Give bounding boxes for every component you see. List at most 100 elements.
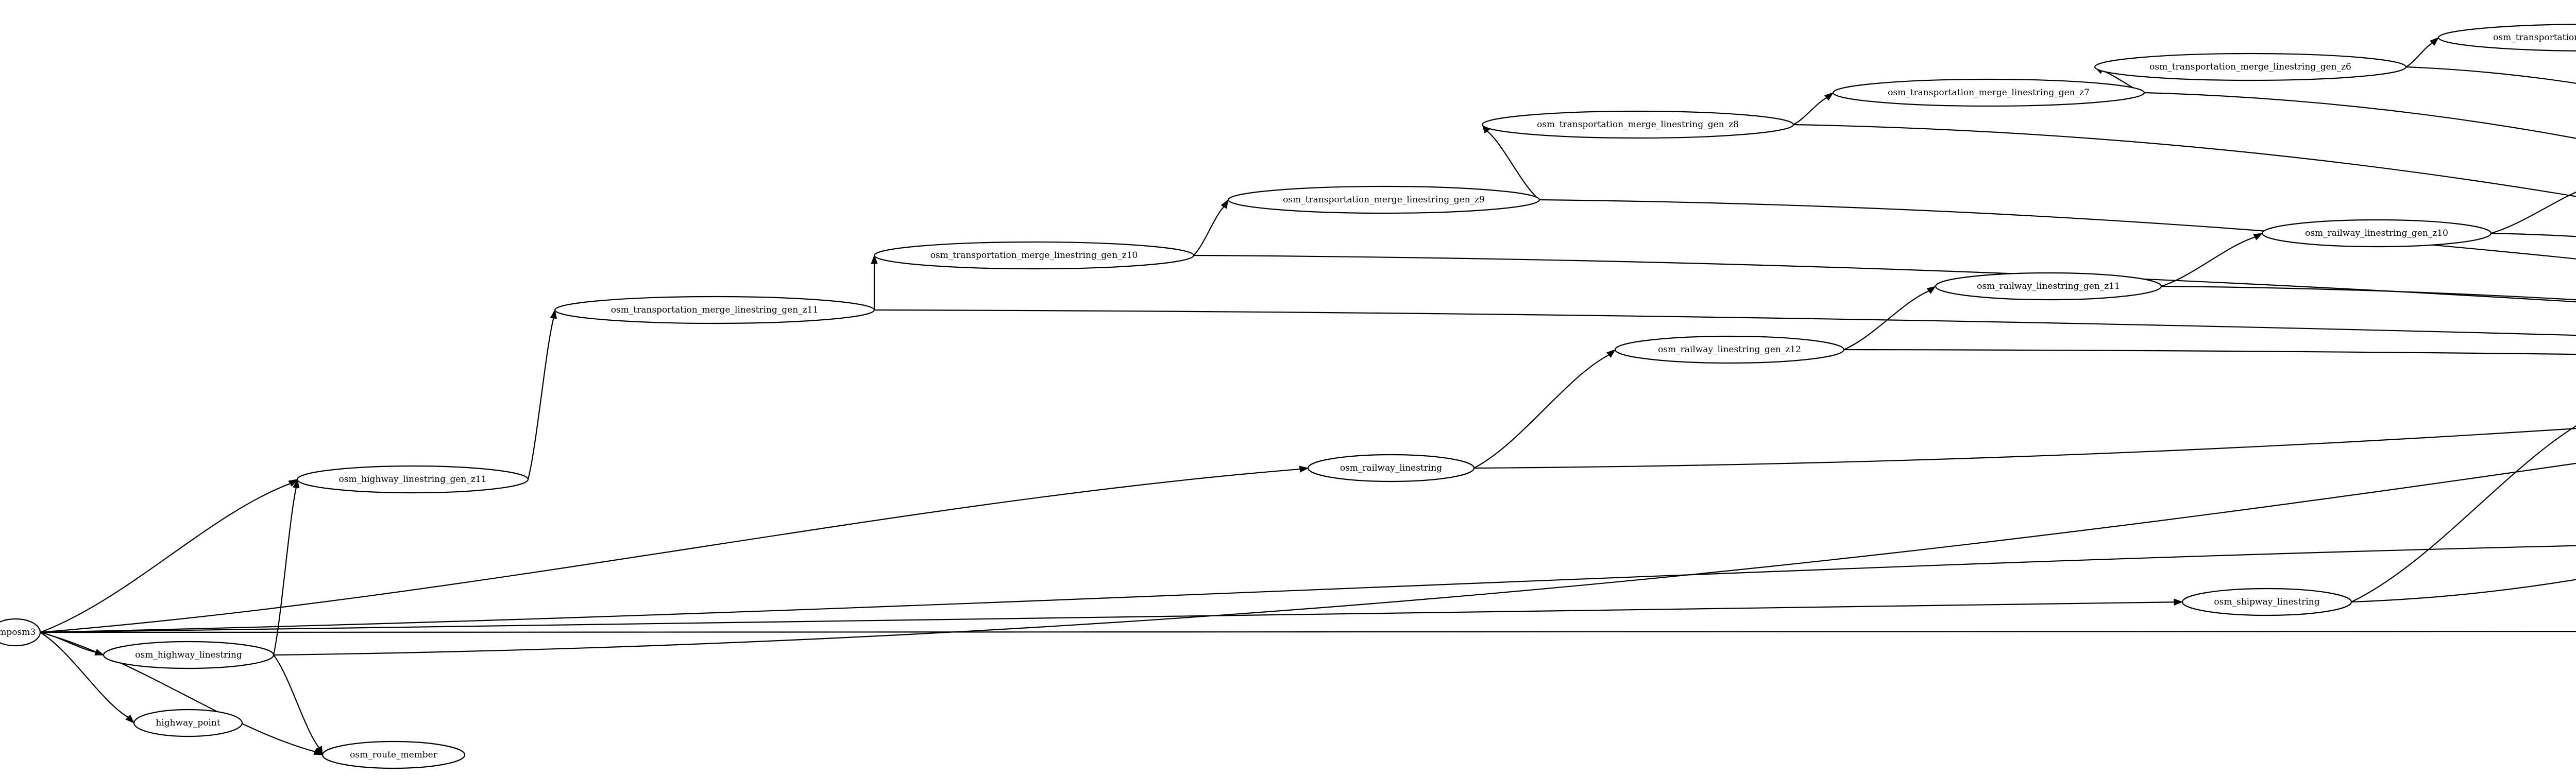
node-label: osm_highway_linestring [135, 650, 242, 660]
arrow-head [2174, 598, 2183, 606]
edge-osm_railway_linestring_gen_z12-to-layer_transportation_z12 [1843, 349, 2576, 355]
node-label: osm_railway_linestring_gen_z10 [2305, 228, 2448, 238]
node-label: highway_point [156, 718, 221, 728]
node-ellipse [2094, 53, 2407, 81]
node-label: osm_railway_linestring_gen_z11 [1977, 281, 2120, 291]
arrow-head [288, 479, 298, 487]
arrow-head [1221, 199, 1229, 209]
node-ellipse [1481, 110, 1794, 139]
node-osm_railway_linestring_gen_z12[interactable]: osm_railway_linestring_gen_z12 [1614, 335, 1845, 364]
edge-osm_railway_linestring-to-osm_railway_linestring_gen_z12 [1473, 354, 1609, 469]
node-ellipse [321, 740, 466, 769]
node-label: osm_transportation_merge_linestring_gen_… [2149, 62, 2351, 72]
node-ellipse [1307, 454, 1475, 482]
edge-imposm3-to-osm_aerialway_linestring [40, 545, 2576, 633]
edge-osm_highway_linestring-to-osm_highway_linestring_gen_z11 [273, 487, 297, 656]
edge-osm_highway_linestring-to-osm_route_member [273, 654, 319, 748]
edge-imposm3-to-osm_route_member [40, 631, 315, 752]
edge-imposm3-to-osm_highway_linestring [40, 631, 96, 653]
node-ellipse [1935, 272, 2162, 301]
node-osm_transportation_merge_linestring_gen_z7[interactable]: osm_transportation_merge_linestring_gen_… [1832, 78, 2145, 107]
edge-osm_highway_linestring-to-layer_transportation_z14 [273, 462, 2576, 656]
node-ellipse [0, 618, 41, 647]
edge-osm_railway_linestring_gen_z12-to-osm_railway_linestring_gen_z11 [1843, 290, 1929, 351]
node-imposm3[interactable]: imposm3 [0, 618, 41, 647]
edges-layer [40, 37, 2576, 756]
edge-osm_transportation_merge_linestring_gen_z9-to-osm_transportation_merge_linestring_gen_z8 [1486, 130, 1540, 200]
node-osm_transportation_merge_linestring_gen_z8[interactable]: osm_transportation_merge_linestring_gen_… [1481, 110, 1794, 139]
node-label: osm_highway_linestring_gen_z11 [339, 474, 487, 485]
arrow-head [2253, 233, 2263, 240]
edge-imposm3-to-osm_highway_polygon [40, 631, 2576, 633]
arrow-head [550, 309, 557, 319]
node-osm_highway_linestring_gen_z11[interactable]: osm_highway_linestring_gen_z11 [296, 465, 529, 494]
arrow-head [2430, 37, 2439, 46]
node-ellipse [1832, 78, 2145, 107]
edge-imposm3-to-osm_highway_linestring_gen_z11 [40, 483, 291, 633]
edge-osm_transportation_merge_linestring_gen_z11-to-layer_transportation_z11 [874, 309, 2576, 336]
arrow-head [1926, 286, 1937, 294]
node-label: imposm3 [0, 627, 36, 637]
edge-osm_railway_linestring_gen_z11-to-osm_railway_linestring_gen_z10 [2161, 236, 2256, 287]
node-ellipse [133, 709, 243, 737]
node-osm_transportation_merge_linestring_gen_z11[interactable]: osm_transportation_merge_linestring_gen_… [554, 296, 875, 324]
node-ellipse [2437, 24, 2576, 51]
node-osm_route_member[interactable]: osm_route_member [321, 740, 466, 769]
edge-imposm3-to-osm_shipway_linestring [40, 601, 2175, 633]
node-label: osm_railway_linestring_gen_z12 [1658, 344, 1801, 355]
edge-imposm3-to-highway_point [40, 632, 129, 718]
edge-osm_transportation_merge_linestring_gen_z9-to-layer_transportation_z9 [1539, 199, 2576, 260]
edge-osm_transportation_merge_linestring_gen_z7-to-layer_transportation_z7 [2144, 92, 2576, 139]
node-label: osm_transportation_merge_linestring_gen_… [1537, 119, 1739, 130]
node-ellipse [2261, 219, 2492, 248]
edge-osm_shipway_linestring-to-layer_transportation_z14 [2351, 579, 2576, 603]
arrow-head [125, 714, 135, 723]
arrow-head [1299, 465, 1309, 473]
edge-osm_transportation_merge_linestring_gen_z6-to-layer_transportation_z6 [2405, 66, 2576, 84]
node-osm_transportation_merge_linestring_gen_z6[interactable]: osm_transportation_merge_linestring_gen_… [2094, 53, 2407, 81]
node-label: osm_transportation_merge_linestring_gen_… [1888, 88, 2090, 98]
node-osm_shipway_linestring[interactable]: osm_shipway_linestring [2181, 588, 2352, 616]
node-ellipse [2181, 588, 2352, 616]
arrow-head [1606, 349, 1616, 358]
arrow-head [871, 254, 878, 264]
arrow-head [1824, 92, 1834, 101]
node-osm_railway_linestring[interactable]: osm_railway_linestring [1307, 454, 1475, 482]
node-osm_railway_linestring_gen_z11[interactable]: osm_railway_linestring_gen_z11 [1935, 272, 2162, 301]
edge-osm_railway_linestring_gen_z11-to-layer_transportation_z11 [2161, 285, 2576, 301]
node-osm_railway_linestring_gen_z10[interactable]: osm_railway_linestring_gen_z10 [2261, 219, 2492, 248]
node-label: osm_route_member [350, 750, 438, 760]
edge-osm_railway_linestring_gen_z10-to-layer_transportation_z10 [2490, 232, 2576, 237]
arrow-head [315, 746, 323, 756]
edge-osm_transportation_merge_linestring_gen_z6-to-osm_transportation_merge_linestring_gen_z5 [2405, 42, 2433, 67]
edge-osm_highway_linestring_gen_z11-to-osm_transportation_merge_linestring_gen_z11 [527, 318, 554, 480]
node-osm_highway_linestring[interactable]: osm_highway_linestring [103, 641, 275, 669]
edge-imposm3-to-osm_railway_linestring [40, 468, 1300, 633]
node-ellipse [1614, 335, 1845, 364]
node-osm_transportation_merge_linestring_gen_z9[interactable]: osm_transportation_merge_linestring_gen_… [1227, 185, 1540, 214]
edge-osm_transportation_merge_linestring_gen_z8-to-osm_transportation_merge_linestring_gen_z7 [1793, 97, 1827, 125]
arrow-head [293, 478, 300, 489]
node-ellipse [873, 241, 1195, 270]
node-highway_point[interactable]: highway_point [133, 709, 243, 737]
node-osm_transportation_merge_linestring_gen_z10[interactable]: osm_transportation_merge_linestring_gen_… [873, 241, 1195, 270]
node-label: osm_transportation_merge_linestring_gen_… [930, 250, 1138, 261]
edge-osm_railway_linestring-to-layer_transportation_z14 [1473, 427, 2576, 469]
node-ellipse [103, 641, 275, 669]
edge-osm_transportation_merge_linestring_gen_z10-to-osm_transportation_merge_linestring_gen_z9 [1193, 206, 1225, 256]
node-ellipse [554, 296, 875, 324]
edge-osm_transportation_merge_linestring_gen_z10-to-layer_transportation_z10 [1193, 254, 2576, 303]
edge-osm_railway_linestring_gen_z10-to-osm_railway_linestring_gen_z9 [2490, 192, 2576, 234]
node-osm_transportation_merge_linestring_gen_z5[interactable]: osm_transportation_merge_linestring_gen_… [2437, 24, 2576, 51]
node-label: osm_transportation_merge_linestring_gen_… [2493, 32, 2576, 43]
node-label: osm_transportation_merge_linestring_gen_… [611, 305, 819, 315]
edge-osm_shipway_linestring-to-osm_shipway_linestring_gen_z12 [2351, 425, 2576, 602]
node-label: osm_railway_linestring [1340, 463, 1442, 473]
edge-osm_transportation_merge_linestring_gen_z8-to-layer_transportation_z8 [1793, 124, 2576, 197]
node-ellipse [1227, 185, 1540, 214]
node-label: osm_shipway_linestring [2214, 597, 2319, 607]
node-label: osm_transportation_merge_linestring_gen_… [1283, 195, 1485, 205]
node-ellipse [296, 465, 529, 494]
